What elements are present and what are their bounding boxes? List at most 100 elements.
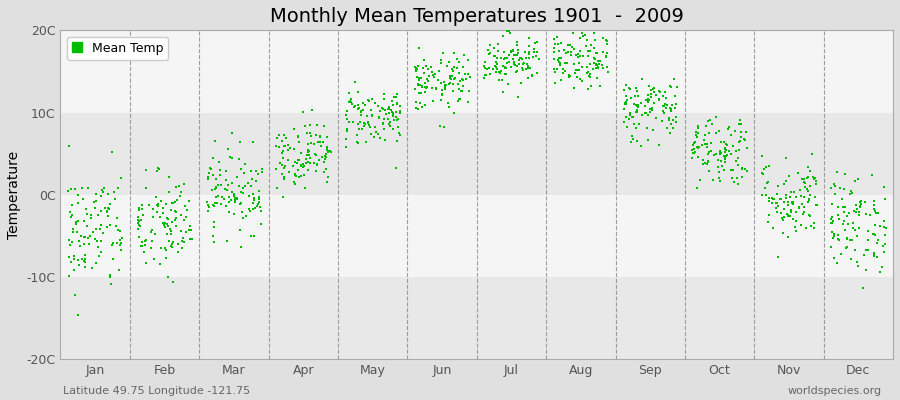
Point <box>248 232 262 239</box>
Point <box>526 54 540 60</box>
Point <box>482 51 497 58</box>
Point <box>514 54 528 61</box>
Point <box>426 72 440 78</box>
Point <box>586 66 600 72</box>
Point <box>418 89 433 95</box>
Point <box>656 93 670 99</box>
Point <box>60 188 75 194</box>
Point <box>861 237 876 244</box>
Point <box>86 229 100 236</box>
Point <box>248 204 262 211</box>
Point <box>877 249 891 255</box>
Point <box>853 198 868 204</box>
Point <box>507 61 521 68</box>
Point <box>756 171 770 177</box>
Point <box>508 69 523 75</box>
Point <box>100 209 114 216</box>
Point <box>302 148 317 154</box>
Point <box>491 40 505 47</box>
Point <box>831 236 845 242</box>
Point <box>273 160 287 166</box>
Point <box>278 135 293 142</box>
Point <box>688 150 702 156</box>
Point <box>94 238 108 245</box>
Point <box>432 68 446 74</box>
Point <box>451 59 465 65</box>
Point <box>691 130 706 136</box>
Point <box>824 229 839 236</box>
Point <box>206 202 220 209</box>
Point <box>145 227 159 233</box>
Point <box>310 161 324 167</box>
Point <box>566 46 580 53</box>
Point <box>510 46 525 53</box>
Point <box>92 253 106 259</box>
Point <box>643 106 657 112</box>
Point <box>206 172 220 178</box>
Point <box>435 87 449 93</box>
Point <box>762 194 777 201</box>
Point <box>826 180 841 187</box>
Point <box>490 55 504 62</box>
Point <box>718 141 733 148</box>
Point <box>552 58 566 65</box>
Point <box>94 208 108 215</box>
Point <box>599 37 614 43</box>
Point <box>729 175 743 181</box>
Point <box>498 64 512 70</box>
Point <box>628 109 643 115</box>
Point <box>800 186 814 192</box>
Point <box>278 142 293 149</box>
Point <box>663 121 678 127</box>
Point <box>580 64 594 70</box>
Point <box>711 156 725 163</box>
Point <box>409 105 423 112</box>
Point <box>840 212 854 219</box>
Point <box>224 196 238 203</box>
Point <box>600 64 615 70</box>
Point <box>630 104 644 110</box>
Point <box>666 117 680 124</box>
Point <box>846 225 860 232</box>
Point <box>225 180 239 186</box>
Point <box>287 146 302 153</box>
Point <box>317 122 331 129</box>
Point <box>662 117 676 124</box>
Point <box>867 198 881 205</box>
Point <box>525 72 539 78</box>
Point <box>724 132 738 138</box>
Point <box>392 130 406 136</box>
Point <box>377 126 392 132</box>
Point <box>836 221 850 227</box>
Point <box>178 213 193 220</box>
Point <box>570 74 584 80</box>
Point <box>846 208 860 215</box>
Point <box>294 162 309 168</box>
Point <box>840 236 854 243</box>
Point <box>338 144 353 150</box>
Point <box>462 88 476 94</box>
Point <box>824 214 839 220</box>
Bar <box>60 195 893 277</box>
Point <box>690 123 705 129</box>
Point <box>522 35 536 42</box>
Point <box>518 66 533 72</box>
Point <box>850 233 864 239</box>
Point <box>866 231 880 238</box>
Bar <box>60 112 893 195</box>
Point <box>211 182 225 188</box>
Point <box>319 154 333 160</box>
Point <box>166 219 180 225</box>
Point <box>852 209 867 215</box>
Point <box>554 62 568 68</box>
Point <box>104 281 118 287</box>
Point <box>781 199 796 205</box>
Point <box>587 45 601 52</box>
Point <box>462 71 476 78</box>
Point <box>371 131 385 137</box>
Point <box>362 98 376 104</box>
Point <box>483 41 498 48</box>
Point <box>90 212 104 218</box>
Point <box>832 216 846 222</box>
Point <box>582 74 597 80</box>
